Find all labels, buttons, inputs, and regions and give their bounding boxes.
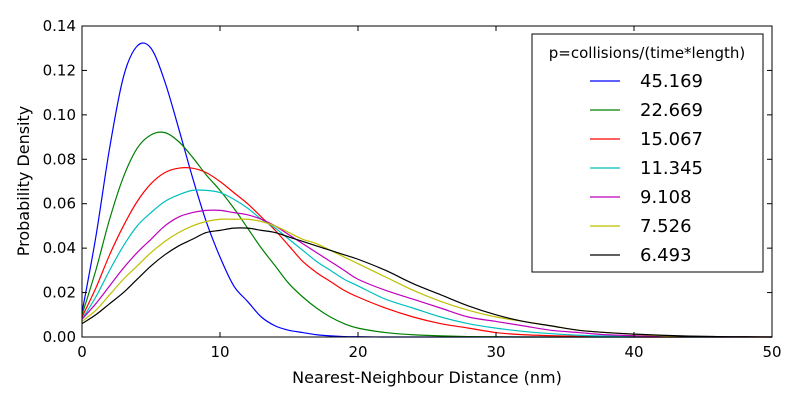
y-tick-label: 0.08 xyxy=(43,150,76,168)
legend-label: 7.526 xyxy=(640,216,692,237)
y-tick-label: 0.14 xyxy=(43,17,76,35)
legend-entries: 45.169 22.669 15.067 11.345 9.108 7.526 6.493 xyxy=(590,71,703,266)
ticks-layer: 0 10 20 30 40 50 0.00 0.02 0.04 0.06 0.08 0.10 0.12 0… xyxy=(43,17,782,361)
legend-entry: 15.067 xyxy=(590,129,703,150)
series-line-11.345 xyxy=(81,189,772,338)
x-tick-label: 50 xyxy=(762,343,781,361)
y-tick-label: 0.12 xyxy=(43,61,76,79)
x-tick-label: 10 xyxy=(210,343,229,361)
x-tick-label: 0 xyxy=(77,343,87,361)
legend-label: 11.345 xyxy=(640,158,703,179)
legend-entry: 9.108 xyxy=(590,187,692,208)
legend: p=collisions/(time*length) 45.169 22.669 1… xyxy=(531,33,764,273)
x-tick-label: 20 xyxy=(348,343,367,361)
y-tick-label: 0.10 xyxy=(43,106,76,124)
y-tick-label: 0.04 xyxy=(43,239,76,257)
series-line-6.493 xyxy=(81,227,773,338)
series-layer xyxy=(81,42,773,338)
x-tick-label: 40 xyxy=(624,343,643,361)
y-tick-label: 0.02 xyxy=(43,284,76,302)
axes-frame xyxy=(81,25,773,338)
legend-entry: 7.526 xyxy=(590,216,692,237)
y-axis-label: Probability Density xyxy=(14,106,33,257)
y-tick-label: 0.00 xyxy=(43,328,76,346)
y-tick-label: 0.06 xyxy=(43,195,76,213)
x-axis-label: Nearest-Neighbour Distance (nm) xyxy=(292,368,562,387)
legend-entry: 22.669 xyxy=(590,100,703,121)
legend-entry: 45.169 xyxy=(590,71,703,92)
legend-entry: 11.345 xyxy=(590,158,703,179)
legend-title: p=collisions/(time*length) xyxy=(549,44,745,62)
legend-box xyxy=(531,33,764,273)
series-line-9.108 xyxy=(81,209,772,338)
legend-label: 6.493 xyxy=(640,245,692,266)
legend-label: 45.169 xyxy=(640,71,703,92)
legend-entry: 6.493 xyxy=(590,245,692,266)
legend-label: 9.108 xyxy=(640,187,692,208)
legend-label: 15.067 xyxy=(640,129,703,150)
x-tick-label: 30 xyxy=(486,343,505,361)
legend-label: 22.669 xyxy=(640,100,703,121)
